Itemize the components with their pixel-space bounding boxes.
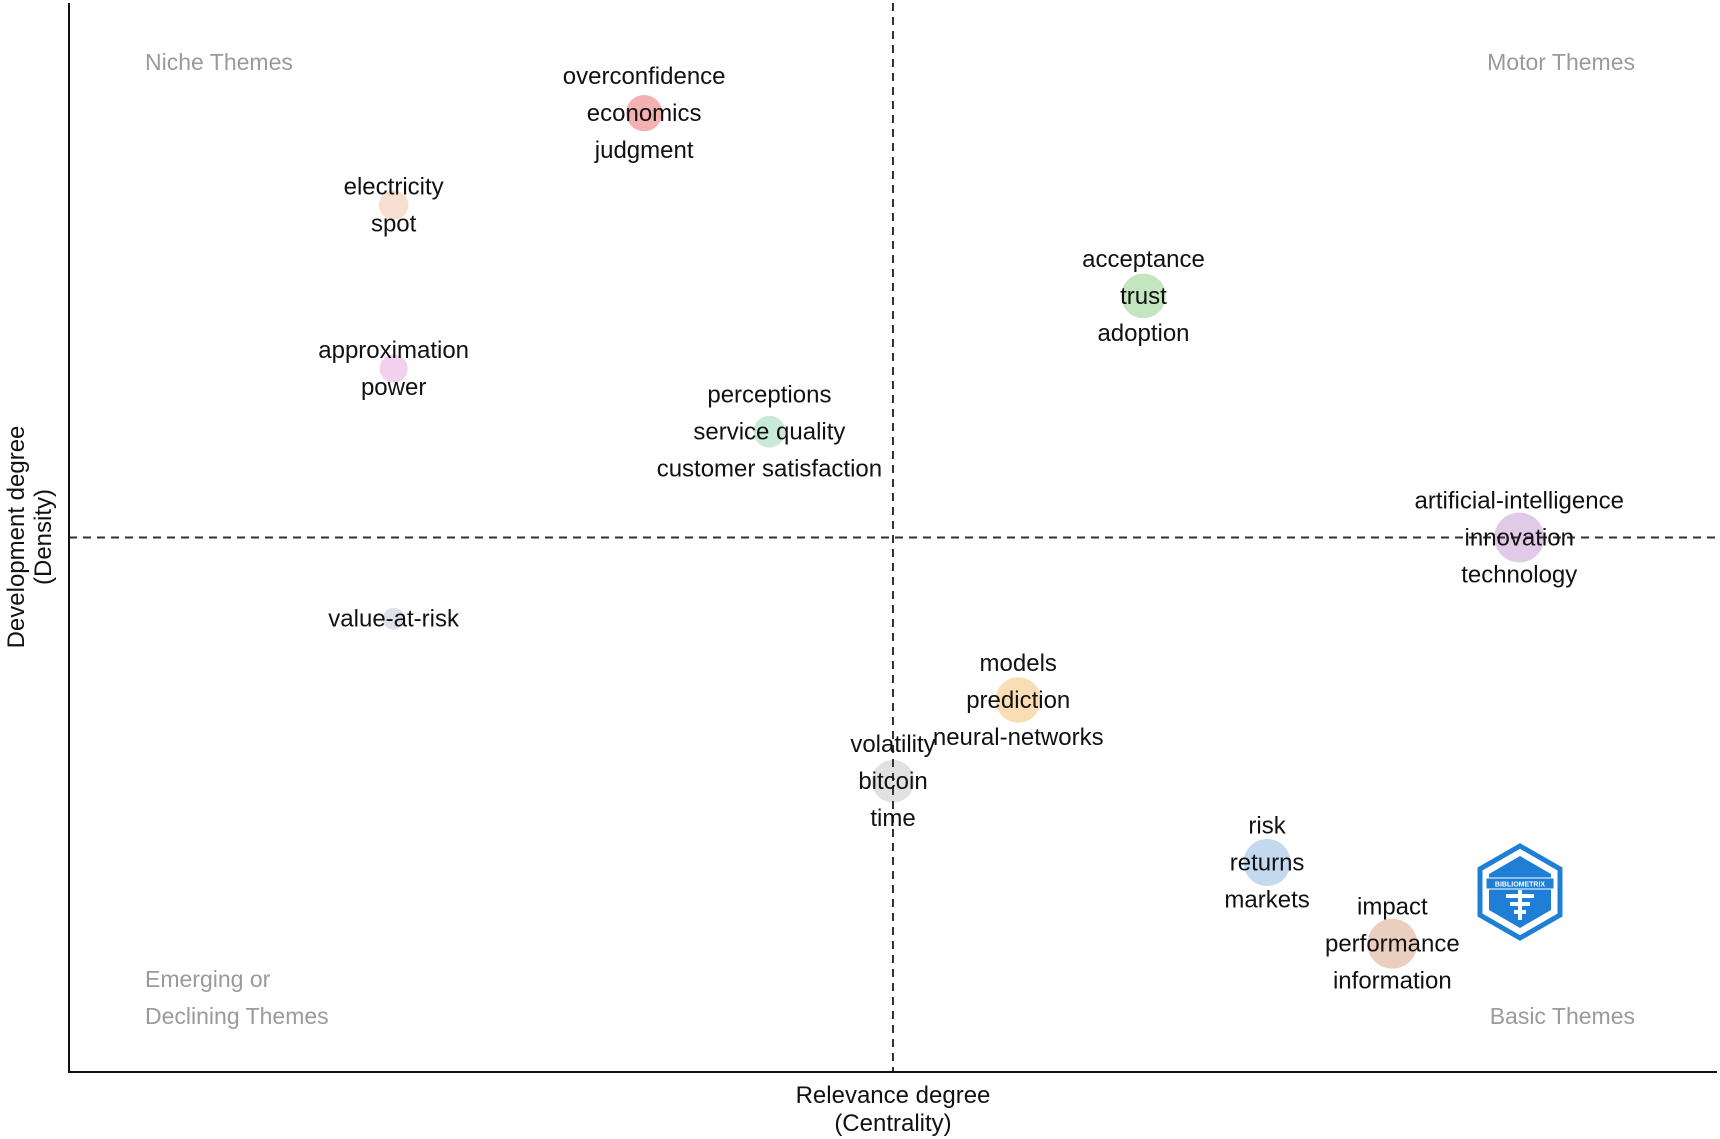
quadrant-label-niche: Niche Themes [145,49,293,75]
x-axis-title-line2: (Centrality) [834,1110,951,1137]
cluster-label-0-1: economics [587,100,702,127]
cluster-label-8-2: time [870,805,915,832]
cluster-bubble-10 [1367,918,1418,969]
cluster-bubble-9 [1243,838,1291,886]
quadrant-label-emerging-line1: Emerging or [145,966,271,992]
cluster-bubble-5 [1494,512,1545,563]
y-axis-title-line1: Development degree [3,426,30,649]
cluster-label-9-0: risk [1248,812,1286,839]
bubble-layer [378,95,1545,969]
cluster-label-2-0: acceptance [1082,246,1205,273]
cluster-label-2-2: adoption [1097,320,1189,347]
quadrant-dividers [69,3,1717,1072]
cluster-label-6-0: value-at-risk [328,606,460,633]
cluster-label-1-0: electricity [344,174,444,201]
quadrant-label-basic: Basic Themes [1490,1003,1635,1029]
cluster-label-7-1: prediction [966,687,1070,714]
cluster-label-3-1: power [361,374,426,401]
cluster-label-4-1: service quality [693,419,845,446]
cluster-label-5-0: artificial-intelligence [1415,488,1624,515]
cluster-label-10-0: impact [1357,894,1428,921]
cluster-label-8-0: volatility [850,731,935,758]
cluster-label-8-1: bitcoin [858,768,927,795]
logo-figure [1506,890,1534,920]
label-layer: overconfidence economics judgment electrici… [318,63,1624,995]
cluster-label-3-0: approximation [318,337,469,364]
cluster-bubble-6 [382,607,405,630]
x-axis-title-line1: Relevance degree [796,1082,991,1109]
cluster-label-1-1: spot [371,211,417,238]
cluster-bubble-4 [753,415,786,448]
cluster-label-9-1: returns [1230,849,1305,876]
cluster-label-10-2: information [1333,968,1452,995]
bibliometrix-logo: BIBLIOMETRIX [1477,843,1563,941]
y-axis-title-line2: (Density) [30,489,57,585]
cluster-bubble-3 [379,354,408,383]
cluster-label-10-1: performance [1325,931,1460,958]
logo-banner [1485,877,1555,890]
cluster-label-9-2: markets [1224,886,1309,913]
cluster-label-0-2: judgment [594,137,694,164]
cluster-label-0-0: overconfidence [563,63,726,90]
cluster-bubble-7 [995,677,1041,723]
logo-text: BIBLIOMETRIX [1495,882,1545,889]
cluster-label-7-2: neural-networks [933,724,1104,751]
cluster-label-5-2: technology [1461,562,1577,589]
cluster-label-4-2: customer satisfaction [657,456,882,483]
cluster-label-5-1: innovation [1465,525,1574,552]
cluster-bubble-8 [871,759,915,803]
cluster-label-4-0: perceptions [707,382,831,409]
cluster-bubble-0 [626,95,663,132]
quadrant-label-motor: Motor Themes [1487,49,1635,75]
cluster-label-2-1: trust [1120,283,1167,310]
cluster-bubble-2 [1121,273,1166,319]
quadrant-label-emerging-line2: Declining Themes [145,1003,329,1029]
cluster-bubble-1 [378,190,409,220]
cluster-label-7-0: models [980,650,1057,677]
